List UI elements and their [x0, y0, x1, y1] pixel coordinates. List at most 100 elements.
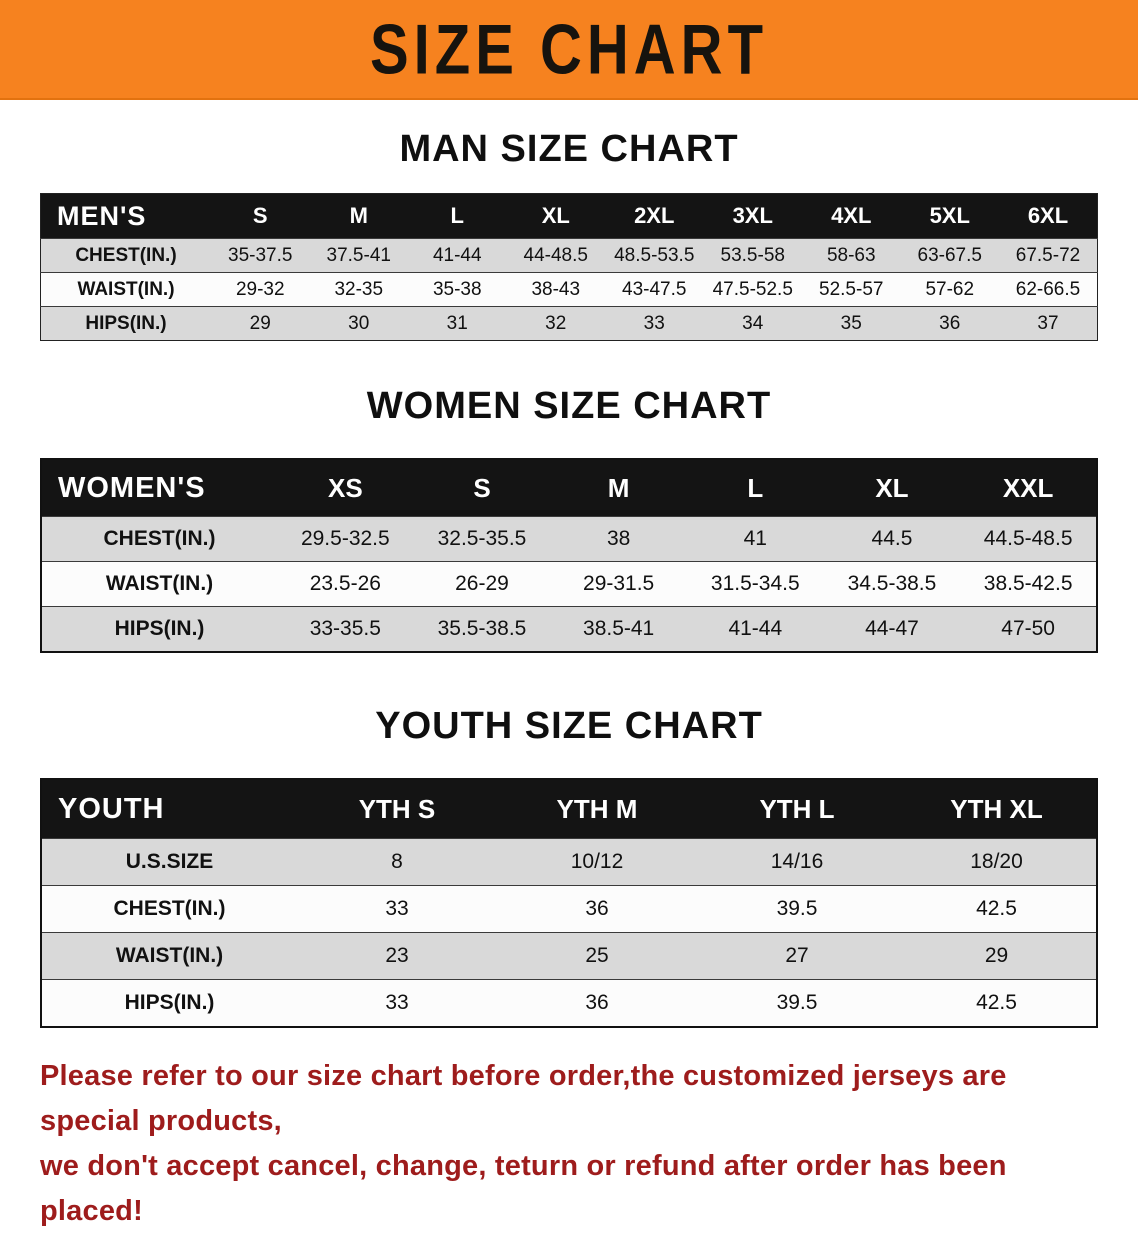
size-value-cell: 67.5-72 [1015, 244, 1081, 266]
size-value-cell: 35-38 [432, 278, 482, 300]
row-label: CHEST(IN.) [113, 897, 226, 920]
measurement-row: WAIST(IN.) 23.5-26 26-29 29-31.5 31.5-34.5 34… [41, 561, 1097, 607]
size-value-cell: 29-32 [235, 278, 285, 300]
size-value-cell: 33 [643, 312, 665, 334]
size-value-cell: 38 [606, 527, 631, 550]
size-column-header: YTH XL [897, 779, 1097, 839]
size-value-cell: 33 [385, 991, 409, 1014]
size-column-header: 5XL [900, 193, 999, 239]
size-column-header: L [686, 459, 824, 517]
youth-section-title: YOUTH SIZE CHART [375, 705, 763, 747]
size-value-cell: 29-31.5 [583, 572, 655, 595]
size-value-cell: 37.5-41 [326, 244, 391, 266]
size-value-cell: 63-67.5 [917, 244, 982, 266]
row-label: WAIST(IN.) [77, 278, 175, 300]
size-value-cell: 35 [840, 312, 862, 334]
size-value-cell: 41-44 [432, 244, 482, 266]
size-value-cell: 44-47 [865, 617, 919, 640]
size-column-header: 2XL [605, 193, 704, 239]
size-value-cell: 44-48.5 [523, 244, 588, 266]
size-value-cell: 36 [585, 991, 609, 1014]
size-column-header: XL [823, 459, 961, 517]
size-value-cell: 25 [585, 944, 609, 967]
size-value-cell: 10/12 [570, 850, 624, 873]
measurement-row: U.S.SIZE 8 10/12 14/16 18/20 [41, 838, 1097, 886]
women-size-table: WOMEN'S XS S M L XL XXL CHEST(IN.) 29.5-32.5 32.5… [40, 458, 1098, 653]
measurement-row: HIPS(IN.) 33 36 39.5 42.5 [41, 979, 1097, 1027]
size-column-header: M [550, 459, 687, 517]
size-value-cell: 44.5 [871, 527, 913, 550]
size-value-cell: 52.5-57 [819, 278, 884, 300]
disclaimer-line-1: Please refer to our size chart before or… [40, 1060, 1007, 1137]
row-label: CHEST(IN.) [103, 527, 216, 550]
size-value-cell: 39.5 [776, 991, 818, 1014]
section-youth: YOUTH SIZE CHART YOUTH YTH S YTH M YTH L YTH… [0, 705, 1138, 1028]
row-label: U.S.SIZE [125, 850, 214, 873]
row-label: WAIST(IN.) [105, 572, 214, 595]
measurement-row: HIPS(IN.) 29 30 31 32 33 34 35 36 37 [40, 306, 1098, 341]
size-value-cell: 42.5 [976, 991, 1017, 1014]
size-value-cell: 48.5-53.5 [614, 244, 695, 266]
size-value-cell: 47-50 [1001, 617, 1055, 640]
size-column-header: YTH S [297, 779, 497, 839]
size-value-cell: 43-47.5 [622, 278, 687, 300]
banner: SIZE CHART [0, 0, 1138, 100]
size-column-header: M [309, 193, 408, 239]
row-label: HIPS(IN.) [85, 312, 167, 334]
page-title: SIZE CHART [370, 9, 768, 89]
size-value-cell: 35.5-38.5 [437, 617, 527, 640]
section-women: WOMEN SIZE CHART WOMEN'S XS S M L XL XXL CHEST(… [0, 385, 1138, 653]
measurement-row: CHEST(IN.) 35-37.5 37.5-41 41-44 44-48.5 48.5… [40, 238, 1098, 273]
size-value-cell: 23 [385, 944, 409, 967]
size-value-cell: 36 [939, 312, 961, 334]
size-value-cell: 32-35 [334, 278, 384, 300]
size-column-header: S [413, 459, 551, 517]
size-column-header: L [408, 193, 507, 239]
size-value-cell: 32.5-35.5 [437, 527, 527, 550]
size-column-header: XS [277, 459, 414, 517]
size-value-cell: 33-35.5 [309, 617, 381, 640]
size-column-header: 4XL [802, 193, 901, 239]
size-value-cell: 26-29 [455, 572, 509, 595]
row-label: HIPS(IN.) [114, 617, 205, 640]
size-column-header: XL [506, 193, 605, 239]
measurement-row: CHEST(IN.) 33 36 39.5 42.5 [41, 885, 1097, 933]
size-value-cell: 31 [446, 312, 468, 334]
size-value-cell: 35-37.5 [228, 244, 293, 266]
size-value-cell: 23.5-26 [309, 572, 381, 595]
size-value-cell: 41-44 [728, 617, 783, 640]
size-column-header: 6XL [999, 193, 1098, 239]
size-value-cell: 37 [1037, 312, 1059, 334]
size-value-cell: 29.5-32.5 [300, 527, 390, 550]
size-value-cell: 38-43 [531, 278, 581, 300]
row-label: CHEST(IN.) [75, 244, 177, 266]
size-column-header: YTH L [697, 779, 897, 839]
size-value-cell: 34 [742, 312, 764, 334]
women-section-title: WOMEN SIZE CHART [366, 385, 772, 427]
size-value-cell: 38.5-42.5 [983, 572, 1073, 595]
size-value-cell: 29 [249, 312, 271, 334]
size-value-cell: 29 [984, 944, 1009, 967]
youth-size-table: YOUTH YTH S YTH M YTH L YTH XL U.S.SIZE 8 10/12… [40, 778, 1098, 1028]
size-value-cell: 62-66.5 [1015, 278, 1081, 300]
size-value-cell: 53.5-58 [720, 244, 785, 266]
row-label: WAIST(IN.) [115, 944, 224, 967]
men-section-title: MAN SIZE CHART [399, 128, 739, 170]
size-value-cell: 8 [391, 850, 403, 873]
size-column-header: XXL [960, 459, 1097, 517]
table-header-label: YOUTH [41, 779, 297, 839]
size-column-header: 3XL [703, 193, 802, 239]
size-column-header: S [211, 193, 310, 239]
size-column-header: YTH M [497, 779, 697, 839]
size-value-cell: 58-63 [826, 244, 876, 266]
size-value-cell: 32 [545, 312, 567, 334]
size-value-cell: 38.5-41 [583, 617, 655, 640]
size-value-cell: 42.5 [976, 897, 1017, 920]
table-header-row: MEN'S S M L XL 2XL 3XL 4XL 5XL 6XL [40, 193, 1098, 239]
size-value-cell: 14/16 [770, 850, 824, 873]
table-header-row: YOUTH YTH S YTH M YTH L YTH XL [41, 779, 1097, 839]
table-header-row: WOMEN'S XS S M L XL XXL [41, 459, 1097, 517]
table-header-label: MEN'S [40, 193, 211, 239]
measurement-row: HIPS(IN.) 33-35.5 35.5-38.5 38.5-41 41-44 44-… [41, 606, 1097, 652]
measurement-row: WAIST(IN.) 29-32 32-35 35-38 38-43 43-47.5 47.… [40, 272, 1098, 307]
